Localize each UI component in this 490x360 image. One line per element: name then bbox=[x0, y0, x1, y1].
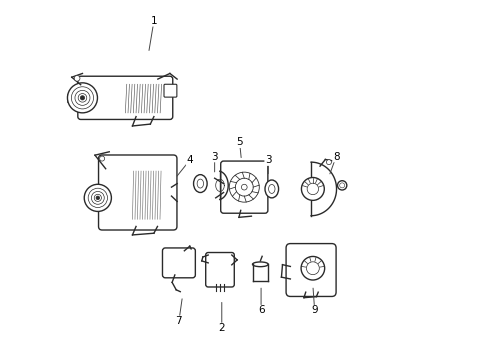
Circle shape bbox=[301, 256, 325, 280]
Ellipse shape bbox=[252, 262, 268, 267]
Circle shape bbox=[242, 184, 247, 190]
Circle shape bbox=[96, 196, 99, 200]
FancyBboxPatch shape bbox=[98, 155, 177, 230]
Text: 5: 5 bbox=[236, 138, 243, 148]
Text: 7: 7 bbox=[175, 316, 182, 326]
Circle shape bbox=[68, 83, 98, 113]
Circle shape bbox=[80, 96, 85, 100]
Text: 3: 3 bbox=[211, 152, 218, 162]
Text: 2: 2 bbox=[219, 323, 225, 333]
FancyBboxPatch shape bbox=[78, 76, 173, 120]
Text: 4: 4 bbox=[186, 156, 193, 165]
Text: 8: 8 bbox=[333, 152, 340, 162]
FancyBboxPatch shape bbox=[163, 248, 196, 278]
Circle shape bbox=[84, 184, 111, 211]
Text: 6: 6 bbox=[258, 305, 265, 315]
Ellipse shape bbox=[265, 180, 279, 198]
FancyBboxPatch shape bbox=[220, 161, 268, 213]
Ellipse shape bbox=[194, 175, 207, 193]
FancyBboxPatch shape bbox=[286, 244, 336, 296]
Circle shape bbox=[301, 177, 324, 201]
Circle shape bbox=[326, 159, 331, 165]
Text: 9: 9 bbox=[311, 305, 318, 315]
Text: 3: 3 bbox=[265, 156, 271, 165]
Circle shape bbox=[338, 181, 347, 190]
Circle shape bbox=[99, 156, 104, 161]
FancyBboxPatch shape bbox=[206, 252, 234, 287]
Circle shape bbox=[74, 76, 80, 81]
Text: 1: 1 bbox=[150, 16, 157, 26]
FancyBboxPatch shape bbox=[164, 84, 177, 97]
